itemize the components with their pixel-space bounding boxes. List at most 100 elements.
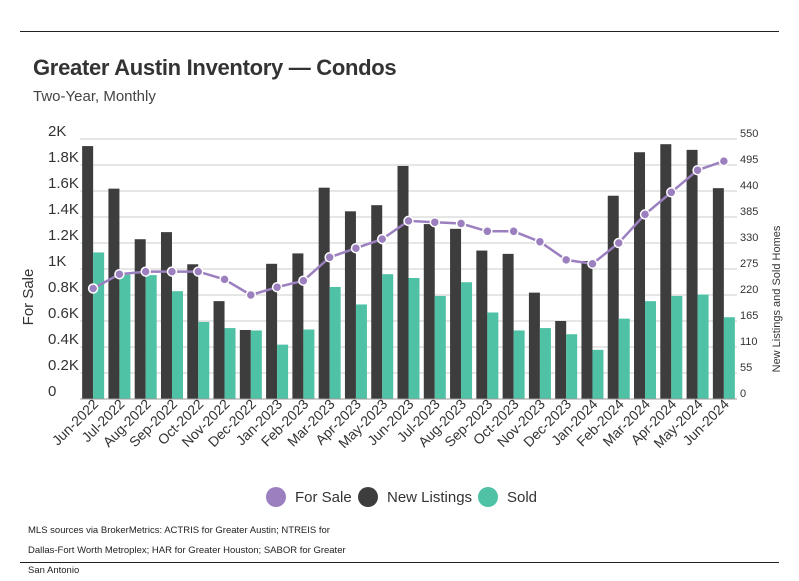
bar-sold (539, 328, 551, 399)
legend-swatch-new-listings (358, 487, 378, 507)
right-tick-label: 330 (740, 232, 758, 244)
bar-new-listings (555, 321, 567, 399)
legend-label-for-sale: For Sale (295, 488, 352, 506)
bar-sold (329, 286, 341, 399)
left-tick-label: 0.2K (48, 357, 79, 374)
bar-sold (355, 304, 367, 399)
legend-item-sold: Sold (478, 484, 537, 510)
chart-legend: For Sale New Listings Sold (0, 484, 799, 510)
point-for-sale (298, 275, 309, 286)
bar-sold (566, 334, 578, 399)
bar-sold (224, 328, 236, 399)
bar-new-listings (712, 188, 724, 399)
right-tick-label: 110 (740, 336, 758, 348)
point-for-sale (455, 218, 467, 229)
left-tick-label: 1K (48, 253, 66, 270)
left-tick-label: 1.6K (48, 175, 79, 192)
point-for-sale (271, 281, 283, 293)
left-tick-label: 0.6K (48, 305, 79, 322)
left-tick-label: 0 (48, 383, 56, 400)
point-for-sale (692, 164, 703, 176)
bar-new-listings (397, 165, 409, 399)
right-axis-title: New Listings and Sold Homes (771, 225, 783, 372)
legend-label-new-listings: New Listings (387, 488, 473, 506)
bar-sold (145, 275, 157, 399)
point-for-sale (114, 268, 125, 280)
point-for-sale (534, 236, 546, 247)
bar-sold (303, 329, 315, 399)
top-rule (20, 31, 779, 32)
bottom-rule (20, 562, 779, 563)
bar-sold (618, 318, 630, 399)
legend-item-for-sale: For Sale (266, 484, 352, 510)
point-for-sale (87, 283, 99, 294)
bar-new-listings (318, 187, 330, 399)
left-tick-label: 1.4K (48, 201, 79, 218)
bar-new-listings (502, 253, 514, 399)
source-note: MLS sources via BrokerMetrics: ACTRIS fo… (28, 525, 346, 576)
legend-label-sold: Sold (507, 488, 538, 506)
bar-new-listings (423, 224, 435, 399)
bar-sold (382, 274, 394, 399)
point-for-sale (560, 254, 572, 266)
point-for-sale (376, 233, 388, 245)
chart-title: Greater Austin Inventory — Condos (33, 55, 397, 80)
bar-sold (513, 330, 525, 399)
bar-new-listings (292, 253, 304, 399)
bar-new-listings (686, 149, 698, 399)
point-for-sale (508, 226, 519, 237)
left-tick-label: 0.8K (48, 279, 79, 296)
bar-new-listings (634, 152, 646, 399)
point-for-sale (718, 155, 730, 167)
right-tick-label: 275 (740, 258, 758, 270)
point-for-sale (140, 266, 151, 277)
bar-sold (250, 330, 262, 399)
bar-sold (645, 301, 657, 399)
bar-sold (119, 274, 131, 399)
bar-new-listings (108, 188, 120, 399)
bar-new-listings (266, 263, 278, 399)
point-for-sale (587, 258, 598, 270)
bar-new-listings (82, 146, 94, 399)
right-tick-label: 385 (740, 206, 758, 218)
right-tick-label: 55 (740, 362, 752, 374)
bar-sold (723, 317, 735, 399)
bar-sold (671, 295, 683, 399)
legend-item-new-listings: New Listings (358, 484, 472, 510)
bar-sold (171, 291, 183, 399)
point-for-sale (482, 226, 493, 237)
legend-swatch-for-sale (266, 487, 286, 507)
bar-new-listings (160, 232, 172, 399)
bar-new-listings (476, 250, 488, 399)
point-for-sale (166, 266, 178, 277)
right-tick-label: 495 (740, 154, 758, 166)
bar-new-listings (528, 292, 540, 399)
right-tick-label: 0 (740, 388, 746, 400)
bar-sold (93, 252, 105, 399)
left-tick-label: 2K (48, 123, 66, 140)
point-for-sale (324, 252, 335, 263)
point-for-sale (429, 216, 441, 228)
right-tick-label: 550 (740, 128, 758, 140)
bar-new-listings (581, 260, 593, 399)
point-for-sale (193, 266, 204, 277)
point-for-sale (403, 215, 414, 227)
left-tick-label: 1.2K (48, 227, 79, 244)
bar-new-listings (660, 144, 672, 399)
chart-subtitle: Two-Year, Monthly (33, 88, 156, 105)
point-for-sale (219, 274, 230, 285)
bar-sold (408, 277, 420, 399)
bar-sold (461, 282, 473, 399)
bar-new-listings (450, 228, 462, 399)
right-tick-label: 165 (740, 310, 758, 322)
bar-new-listings (134, 239, 146, 399)
point-for-sale (350, 242, 362, 254)
bar-sold (487, 312, 499, 399)
left-tick-label: 0.4K (48, 331, 79, 348)
bar-new-listings (371, 205, 383, 399)
point-for-sale (245, 289, 257, 301)
bar-new-listings (187, 264, 199, 399)
right-tick-label: 440 (740, 180, 758, 192)
bar-new-listings (607, 195, 619, 399)
point-for-sale (639, 209, 651, 220)
